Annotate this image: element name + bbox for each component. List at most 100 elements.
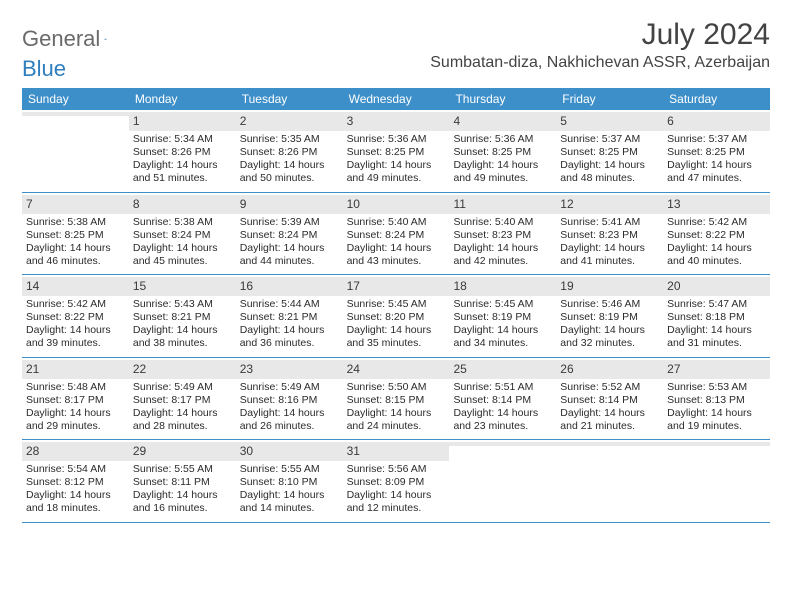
sunrise-text: Sunrise: 5:38 AM <box>26 216 125 229</box>
sunrise-text: Sunrise: 5:44 AM <box>240 298 339 311</box>
day-cell: 1Sunrise: 5:34 AMSunset: 8:26 PMDaylight… <box>129 110 236 192</box>
daylight-text: Daylight: 14 hours <box>240 489 339 502</box>
day-cell: 22Sunrise: 5:49 AMSunset: 8:17 PMDayligh… <box>129 358 236 440</box>
dow-header: Friday <box>556 88 663 110</box>
daylight-text: Daylight: 14 hours <box>240 407 339 420</box>
sunrise-text: Sunrise: 5:49 AM <box>240 381 339 394</box>
day-number: 12 <box>556 195 663 214</box>
daylight-text: and 50 minutes. <box>240 172 339 185</box>
sunset-text: Sunset: 8:22 PM <box>26 311 125 324</box>
daylight-text: and 44 minutes. <box>240 255 339 268</box>
daylight-text: Daylight: 14 hours <box>26 407 125 420</box>
day-number <box>556 442 663 446</box>
daylight-text: and 32 minutes. <box>560 337 659 350</box>
daylight-text: and 42 minutes. <box>453 255 552 268</box>
day-number: 8 <box>129 195 236 214</box>
sunrise-text: Sunrise: 5:45 AM <box>453 298 552 311</box>
day-number: 24 <box>343 360 450 379</box>
sunset-text: Sunset: 8:14 PM <box>453 394 552 407</box>
day-cell: 17Sunrise: 5:45 AMSunset: 8:20 PMDayligh… <box>343 275 450 357</box>
sunrise-text: Sunrise: 5:48 AM <box>26 381 125 394</box>
sunset-text: Sunset: 8:24 PM <box>240 229 339 242</box>
day-number: 3 <box>343 112 450 131</box>
daylight-text: and 19 minutes. <box>667 420 766 433</box>
day-cell <box>22 110 129 192</box>
daylight-text: Daylight: 14 hours <box>133 324 232 337</box>
sunrise-text: Sunrise: 5:39 AM <box>240 216 339 229</box>
title-month: July 2024 <box>430 18 770 52</box>
day-cell <box>663 440 770 522</box>
day-cell: 23 Sunrise: 5:49 AMSunset: 8:16 PMDayligh… <box>236 358 343 440</box>
sunset-text: Sunset: 8:16 PM <box>240 394 339 407</box>
daylight-text: and 49 minutes. <box>453 172 552 185</box>
day-cell: 6Sunrise: 5:37 AMSunset: 8:25 PMDaylight… <box>663 110 770 192</box>
sunset-text: Sunset: 8:09 PM <box>347 476 446 489</box>
day-number: 21 <box>22 360 129 379</box>
daylight-text: and 51 minutes. <box>133 172 232 185</box>
daylight-text: Daylight: 14 hours <box>26 242 125 255</box>
day-number: 9 <box>236 195 343 214</box>
daylight-text: Daylight: 14 hours <box>240 159 339 172</box>
sunset-text: Sunset: 8:11 PM <box>133 476 232 489</box>
day-number: 7 <box>22 195 129 214</box>
sunrise-text: Sunrise: 5:36 AM <box>453 133 552 146</box>
sunset-text: Sunset: 8:25 PM <box>347 146 446 159</box>
day-number: 18 <box>449 277 556 296</box>
day-number <box>449 442 556 446</box>
title-location: Sumbatan-diza, Nakhichevan ASSR, Azerbai… <box>430 54 770 72</box>
daylight-text: Daylight: 14 hours <box>667 324 766 337</box>
sunrise-text: Sunrise: 5:46 AM <box>560 298 659 311</box>
day-cell <box>449 440 556 522</box>
day-number: 10 <box>343 195 450 214</box>
week-row: 14Sunrise: 5:42 AMSunset: 8:22 PMDayligh… <box>22 275 770 358</box>
day-cell: 27Sunrise: 5:53 AMSunset: 8:13 PMDayligh… <box>663 358 770 440</box>
daylight-text: and 38 minutes. <box>133 337 232 350</box>
daylight-text: Daylight: 14 hours <box>240 324 339 337</box>
daylight-text: Daylight: 14 hours <box>347 489 446 502</box>
daylight-text: and 18 minutes. <box>26 502 125 515</box>
day-number: 16 <box>236 277 343 296</box>
day-cell: 30Sunrise: 5:55 AMSunset: 8:10 PMDayligh… <box>236 440 343 522</box>
daylight-text: Daylight: 14 hours <box>26 489 125 502</box>
daylight-text: Daylight: 14 hours <box>453 324 552 337</box>
daylight-text: Daylight: 14 hours <box>560 242 659 255</box>
sunset-text: Sunset: 8:22 PM <box>667 229 766 242</box>
sunset-text: Sunset: 8:17 PM <box>26 394 125 407</box>
calendar-page: General July 2024 Sumbatan-diza, Nakhich… <box>0 0 792 541</box>
sunset-text: Sunset: 8:25 PM <box>453 146 552 159</box>
sunrise-text: Sunrise: 5:47 AM <box>667 298 766 311</box>
daylight-text: and 23 minutes. <box>453 420 552 433</box>
sunset-text: Sunset: 8:25 PM <box>667 146 766 159</box>
sunset-text: Sunset: 8:18 PM <box>667 311 766 324</box>
daylight-text: Daylight: 14 hours <box>560 324 659 337</box>
dow-header: Wednesday <box>343 88 450 110</box>
sunrise-text: Sunrise: 5:50 AM <box>347 381 446 394</box>
daylight-text: Daylight: 14 hours <box>133 407 232 420</box>
daylight-text: and 34 minutes. <box>453 337 552 350</box>
day-number: 15 <box>129 277 236 296</box>
daylight-text: and 43 minutes. <box>347 255 446 268</box>
day-cell: 13Sunrise: 5:42 AMSunset: 8:22 PMDayligh… <box>663 193 770 275</box>
day-number: 4 <box>449 112 556 131</box>
day-cell: 28Sunrise: 5:54 AMSunset: 8:12 PMDayligh… <box>22 440 129 522</box>
daylight-text: Daylight: 14 hours <box>560 159 659 172</box>
sunset-text: Sunset: 8:25 PM <box>26 229 125 242</box>
sunrise-text: Sunrise: 5:53 AM <box>667 381 766 394</box>
daylight-text: and 28 minutes. <box>133 420 232 433</box>
day-cell: 11Sunrise: 5:40 AMSunset: 8:23 PMDayligh… <box>449 193 556 275</box>
daylight-text: and 24 minutes. <box>347 420 446 433</box>
day-number: 19 <box>556 277 663 296</box>
day-number: 23 <box>236 360 343 379</box>
sunrise-text: Sunrise: 5:38 AM <box>133 216 232 229</box>
sunset-text: Sunset: 8:21 PM <box>240 311 339 324</box>
day-cell: 4Sunrise: 5:36 AMSunset: 8:25 PMDaylight… <box>449 110 556 192</box>
sunset-text: Sunset: 8:21 PM <box>133 311 232 324</box>
day-number: 27 <box>663 360 770 379</box>
day-number: 30 <box>236 442 343 461</box>
day-number: 13 <box>663 195 770 214</box>
sunrise-text: Sunrise: 5:37 AM <box>560 133 659 146</box>
week-row: 7Sunrise: 5:38 AMSunset: 8:25 PMDaylight… <box>22 193 770 276</box>
daylight-text: Daylight: 14 hours <box>347 324 446 337</box>
daylight-text: Daylight: 14 hours <box>560 407 659 420</box>
day-number: 5 <box>556 112 663 131</box>
